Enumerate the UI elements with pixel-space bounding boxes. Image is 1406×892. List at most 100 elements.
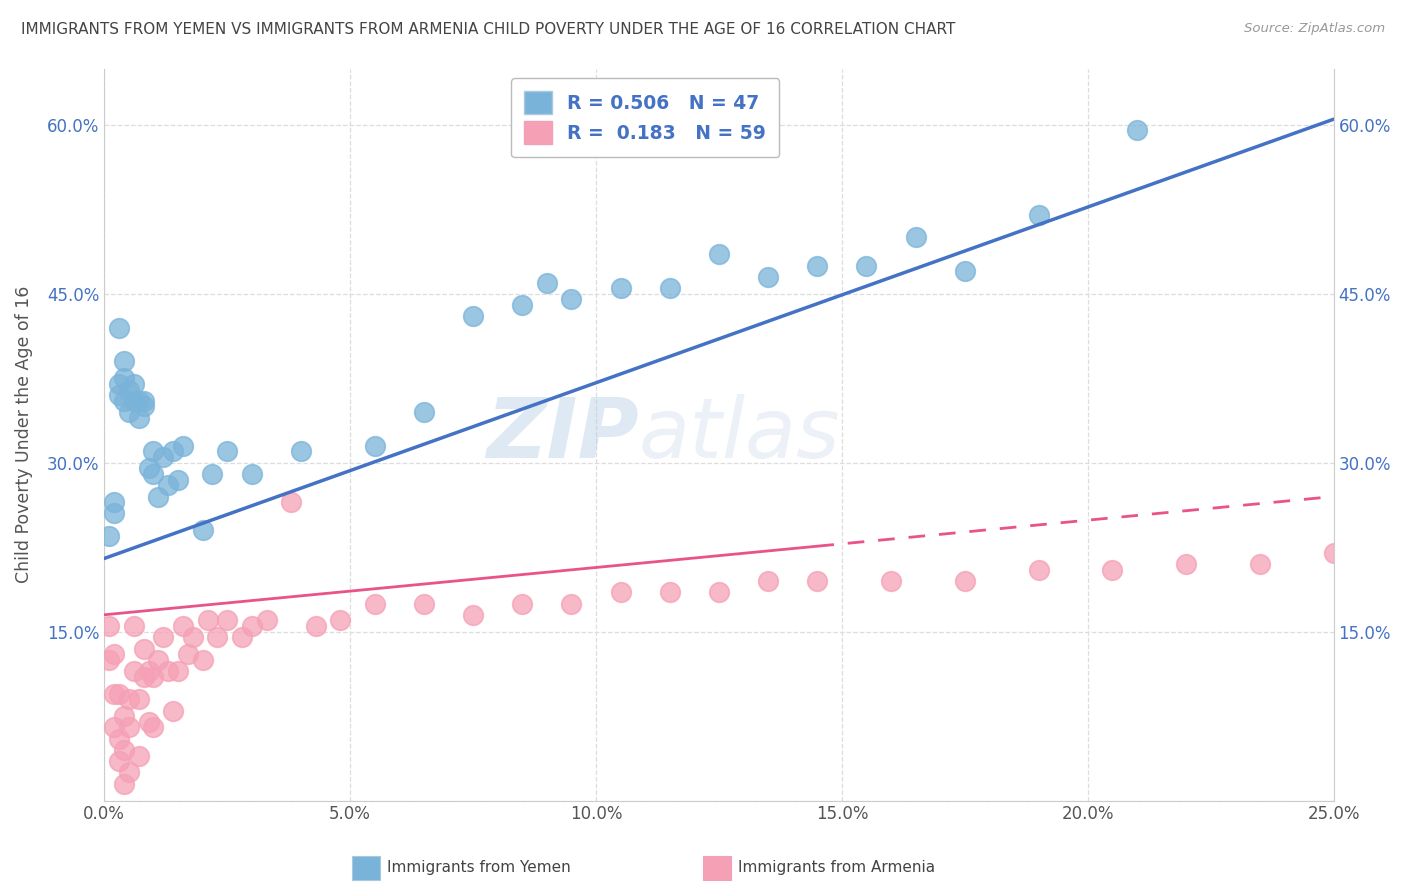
Point — [108, 687, 131, 701]
Point — [128, 748, 150, 763]
Point — [806, 574, 828, 588]
Point — [756, 574, 779, 588]
Point — [256, 614, 278, 628]
Point — [1028, 563, 1050, 577]
Point — [118, 383, 141, 397]
Point — [132, 393, 155, 408]
Point — [181, 630, 204, 644]
Point — [152, 630, 174, 644]
Point — [103, 647, 125, 661]
Point — [108, 376, 131, 391]
Point — [142, 670, 165, 684]
Text: Immigrants from Armenia: Immigrants from Armenia — [738, 861, 935, 875]
Point — [103, 507, 125, 521]
Point — [112, 709, 135, 723]
Text: Source: ZipAtlas.com: Source: ZipAtlas.com — [1244, 22, 1385, 36]
Point — [201, 467, 224, 481]
Point — [108, 388, 131, 402]
Point — [162, 704, 184, 718]
Point — [1126, 123, 1149, 137]
Point — [148, 653, 170, 667]
Point — [560, 293, 582, 307]
Point — [112, 743, 135, 757]
Point — [1249, 557, 1271, 571]
Point — [177, 647, 200, 661]
Point — [148, 490, 170, 504]
Point — [953, 574, 976, 588]
Point — [1323, 546, 1346, 560]
Bar — [352, 856, 380, 880]
Point — [112, 393, 135, 408]
Bar — [703, 856, 731, 880]
Point — [207, 630, 229, 644]
Point — [103, 495, 125, 509]
Point — [305, 619, 328, 633]
Point — [112, 371, 135, 385]
Point — [197, 614, 219, 628]
Point — [412, 405, 434, 419]
Point — [122, 393, 145, 408]
Point — [855, 259, 877, 273]
Text: atlas: atlas — [640, 394, 841, 475]
Point — [510, 298, 533, 312]
Point — [142, 467, 165, 481]
Point — [157, 664, 180, 678]
Point — [118, 692, 141, 706]
Point — [329, 614, 352, 628]
Point — [103, 720, 125, 734]
Point — [112, 777, 135, 791]
Point — [103, 687, 125, 701]
Point — [162, 444, 184, 458]
Point — [98, 529, 121, 543]
Point — [880, 574, 903, 588]
Point — [806, 259, 828, 273]
Point — [167, 664, 190, 678]
Point — [138, 714, 160, 729]
Point — [132, 400, 155, 414]
Point — [172, 619, 194, 633]
Point — [1175, 557, 1198, 571]
Text: IMMIGRANTS FROM YEMEN VS IMMIGRANTS FROM ARMENIA CHILD POVERTY UNDER THE AGE OF : IMMIGRANTS FROM YEMEN VS IMMIGRANTS FROM… — [21, 22, 956, 37]
Point — [191, 524, 214, 538]
Point — [609, 585, 631, 599]
Point — [953, 264, 976, 278]
Point — [240, 619, 263, 633]
Point — [122, 664, 145, 678]
Point — [217, 444, 239, 458]
Point — [172, 439, 194, 453]
Point — [122, 376, 145, 391]
Point — [138, 664, 160, 678]
Point — [118, 405, 141, 419]
Legend: R = 0.506   N = 47, R =  0.183   N = 59: R = 0.506 N = 47, R = 0.183 N = 59 — [510, 78, 779, 157]
Point — [461, 607, 484, 622]
Point — [231, 630, 253, 644]
Point — [98, 653, 121, 667]
Text: Immigrants from Yemen: Immigrants from Yemen — [387, 861, 571, 875]
Point — [217, 614, 239, 628]
Point — [609, 281, 631, 295]
Point — [118, 720, 141, 734]
Point — [108, 731, 131, 746]
Point — [461, 310, 484, 324]
Point — [510, 597, 533, 611]
Point — [112, 354, 135, 368]
Point — [280, 495, 302, 509]
Point — [167, 473, 190, 487]
Point — [152, 450, 174, 464]
Point — [658, 281, 681, 295]
Point — [412, 597, 434, 611]
Point — [707, 247, 730, 261]
Point — [98, 619, 121, 633]
Point — [658, 585, 681, 599]
Text: ZIP: ZIP — [486, 394, 640, 475]
Point — [364, 597, 387, 611]
Point — [1101, 563, 1123, 577]
Point — [132, 641, 155, 656]
Point — [290, 444, 312, 458]
Point — [364, 439, 387, 453]
Point — [1028, 208, 1050, 222]
Point — [128, 692, 150, 706]
Point — [904, 230, 927, 244]
Point — [128, 410, 150, 425]
Point — [132, 670, 155, 684]
